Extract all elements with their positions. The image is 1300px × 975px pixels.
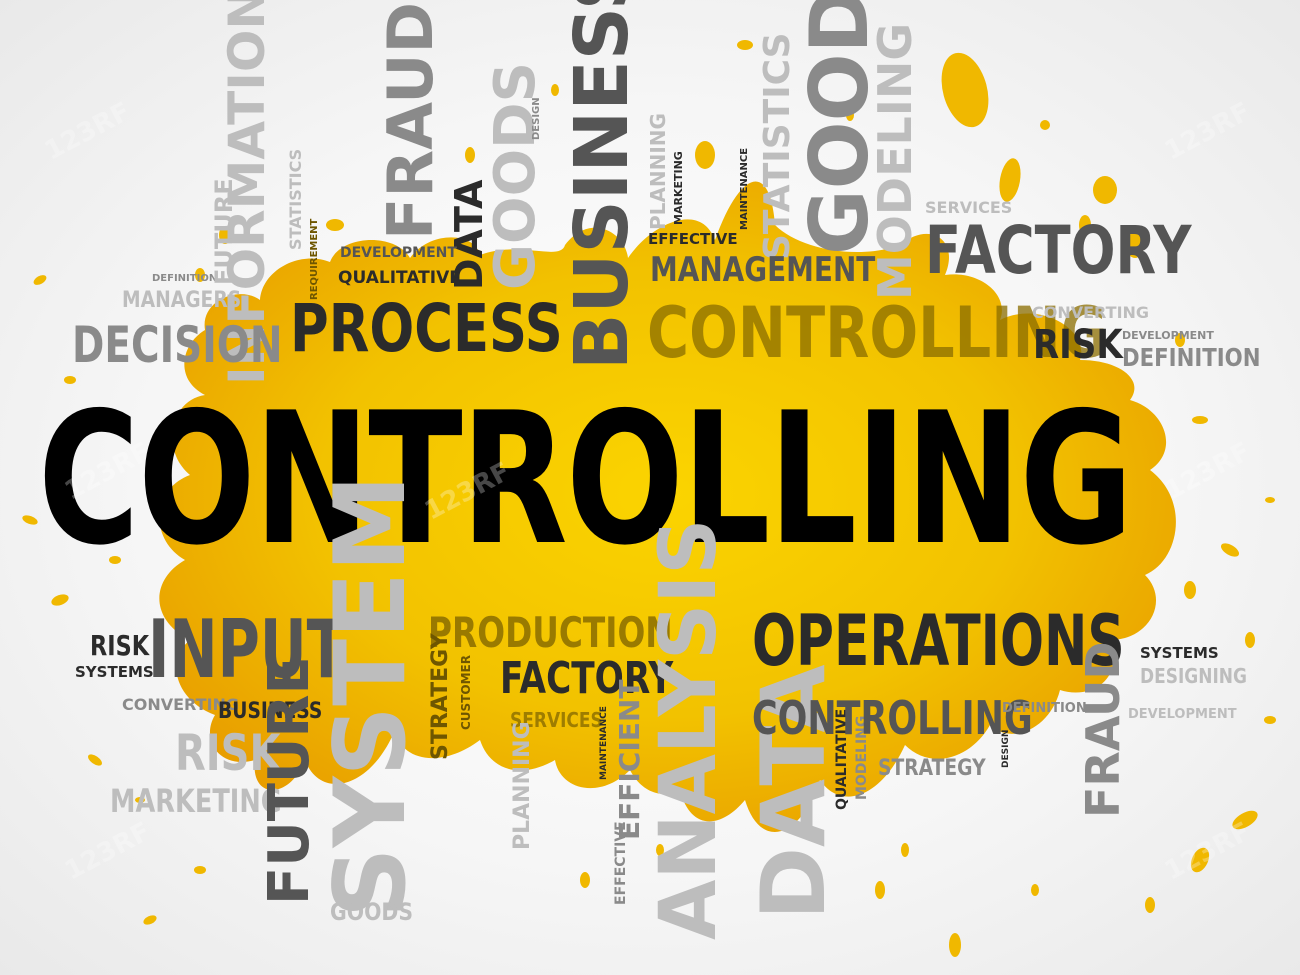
word-planning-vertical: PLANNING [646,113,670,230]
word-statistics-vertical: STATISTICS [757,32,798,260]
word-production: PRODUCTION [428,608,673,657]
main-word: CONTROLLING [38,373,1133,585]
word-definition-bottom: DEFINITION [1002,701,1087,716]
word-decision: DECISION [72,316,283,374]
word-goods-bottom: GOODS [330,898,414,926]
word-definition-left: DEFINITION [152,273,218,284]
word-modeling-vertical: MODELING [868,22,922,300]
word-future-vertical: FUTURE [257,656,322,905]
word-design-small: DESIGN [531,97,542,140]
word-marketing-bottom: MARKETING [110,782,282,820]
word-managers: MANAGERS [122,288,242,313]
word-systems-left: SYSTEMS [75,663,154,681]
word-risk-right: RISK [1033,322,1123,368]
word-analysis-vertical: ANALYSIS [644,518,734,940]
word-efficient-vertical: EFFICIENT [613,679,646,840]
word-controlling-bottom: CONTROLLING [752,691,1033,745]
word-input: INPUT [148,603,346,696]
word-business-vertical: BUSINESS [559,0,645,370]
word-designing: DESIGNING [1140,664,1247,688]
word-development-right: DEVELOPMENT [1122,329,1214,342]
word-goods-vertical: GOODS [483,62,548,290]
word-fraud-vertical-bottom: FRAUD [1076,641,1130,818]
word-operations: OPERATIONS [752,600,1125,682]
word-factory-mid: FACTORY [500,653,674,704]
word-maintenance-small: MAINTENANCE [739,147,750,230]
word-converting-left: CONVERTING [122,695,240,714]
word-customer-vertical: CUSTOMER [459,655,473,730]
word-requirement-small: REQUIREMENT [309,218,320,300]
word-business-small: BUSINESS [218,699,323,724]
word-marketing-small: MARKETING [672,151,685,225]
word-system-vertical: SYSTEM [314,474,428,918]
word-future-vertical-top: FUTURE [210,178,238,285]
word-effective: EFFECTIVE [648,230,738,248]
word-development-bottom: DEVELOPMENT [1128,707,1237,722]
word-services: SERVICES [925,198,1013,217]
word-controlling-top: CONTROLLING [647,292,1108,374]
word-converting-right: CONVERTING [1032,303,1150,322]
word-definition-right: DEFINITION [1122,343,1261,372]
word-design-vertical: DESIGN [1001,729,1011,768]
word-services-bottom: SERVICES [510,708,603,732]
word-risk-left: RISK [90,629,150,662]
word-risk-bottom: RISK [175,724,281,782]
word-management: MANAGEMENT [650,250,876,290]
word-planning-vertical-bottom: PLANNING [510,721,535,850]
word-fraud-vertical: FRAUD [374,2,447,240]
word-strategy-vertical: STRATEGY [428,633,453,760]
word-qualitative: QUALITATIVE [338,268,461,288]
word-statistics-small: STATISTICS [286,148,305,250]
word-maintenance-vertical: MAINTENANCE [599,706,609,780]
word-process: PROCESS [290,290,563,367]
word-strategy-bottom: STRATEGY [878,756,986,781]
word-factory: FACTORY [925,212,1192,289]
word-development-left: DEVELOPMENT [340,245,457,261]
word-systems-right: SYSTEMS [1140,644,1219,662]
